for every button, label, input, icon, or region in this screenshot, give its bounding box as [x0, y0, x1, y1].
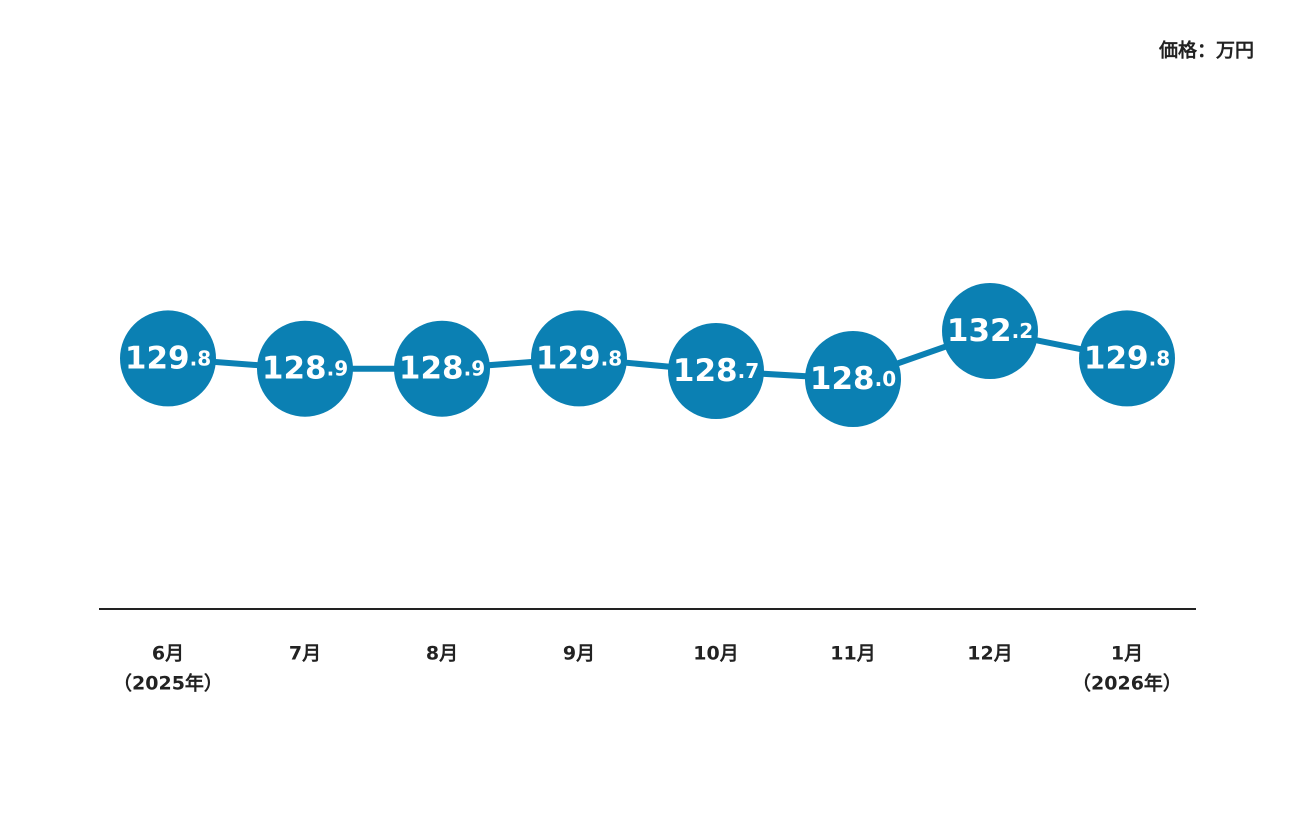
x-tick-label: 11月: [830, 643, 875, 665]
point: [257, 320, 353, 417]
value-label: 129.8: [536, 340, 622, 376]
value-label-dec: .2: [1012, 319, 1034, 343]
value-label-dec: .8: [190, 346, 212, 370]
value-label-dec: .0: [875, 367, 897, 391]
value-label-int: 128: [262, 350, 327, 386]
value-label-dec: .8: [601, 346, 623, 370]
value-label: 128.9: [399, 350, 485, 386]
x-tick-label: 7月: [289, 643, 321, 665]
value-label: 128.7: [673, 353, 759, 389]
value-label-int: 129: [125, 340, 190, 376]
value-label-dec: .9: [464, 356, 486, 380]
x-tick-label: 1月: [1111, 643, 1143, 665]
value-label-int: 128: [399, 350, 464, 386]
point: [394, 320, 490, 417]
point: [120, 310, 216, 407]
value-label-int: 128: [810, 361, 875, 397]
value-label: 128.0: [810, 361, 896, 397]
value-label: 128.9: [262, 350, 348, 386]
value-label-dec: .9: [327, 356, 349, 380]
value-label-int: 129: [536, 340, 601, 376]
unit-label: 価格：万円: [1158, 39, 1254, 62]
point: [531, 310, 627, 407]
x-tick-label: （2026年）: [1072, 672, 1182, 695]
value-label-int: 132: [947, 313, 1012, 349]
value-label: 129.8: [1084, 340, 1170, 376]
x-tick-label: 6月: [152, 643, 184, 665]
value-label: 132.2: [947, 313, 1033, 349]
x-tick-label: 12月: [967, 643, 1012, 665]
x-tick-label: （2025年）: [113, 672, 223, 695]
point: [942, 283, 1038, 379]
value-label-dec: .8: [1149, 346, 1171, 370]
point: [1079, 310, 1175, 407]
x-tick-label: 10月: [693, 643, 738, 665]
value-label-int: 129: [1084, 340, 1149, 376]
point: [668, 323, 764, 419]
value-label-int: 128: [673, 353, 738, 389]
point: [805, 331, 901, 427]
value-label: 129.8: [125, 340, 211, 376]
x-tick-label: 8月: [426, 643, 458, 665]
x-tick-label: 9月: [563, 643, 595, 665]
value-label-dec: .7: [738, 359, 760, 383]
